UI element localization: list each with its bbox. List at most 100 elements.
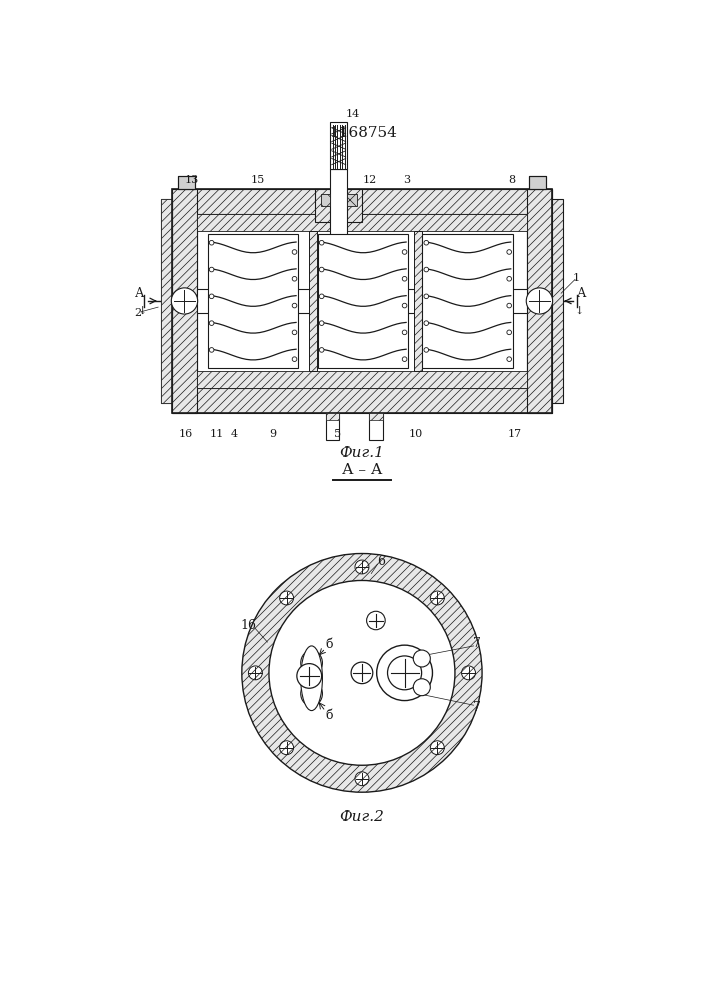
Text: 15: 15 [250,175,264,185]
Bar [347,194,356,206]
Ellipse shape [300,651,322,675]
Bar [309,231,317,371]
Circle shape [269,580,455,765]
Circle shape [297,664,322,688]
Text: 3: 3 [403,175,411,185]
Circle shape [431,591,444,605]
Circle shape [507,357,512,361]
Circle shape [414,650,431,667]
Circle shape [320,267,324,272]
Circle shape [320,240,324,245]
Bar [197,214,527,388]
Text: 7: 7 [473,637,481,650]
Bar [172,189,552,214]
Bar [414,231,421,371]
Bar [178,176,195,189]
Bar [325,413,339,420]
Circle shape [424,348,428,352]
Text: Фиг.2: Фиг.2 [339,810,385,824]
Circle shape [209,348,214,352]
Text: А – А: А – А [341,463,382,477]
Circle shape [367,611,385,630]
Bar [325,413,339,440]
Circle shape [320,321,324,325]
Circle shape [242,554,482,792]
Circle shape [209,294,214,299]
Bar [172,189,552,413]
Text: б: б [326,638,333,651]
Circle shape [431,741,444,755]
Circle shape [507,250,512,254]
Ellipse shape [300,646,322,711]
Circle shape [507,303,512,308]
Circle shape [292,303,297,308]
Bar [197,214,527,231]
Text: 4: 4 [230,429,238,439]
Circle shape [320,294,324,299]
Text: Фиг.1: Фиг.1 [339,446,385,460]
Circle shape [414,679,431,696]
Bar [330,122,347,169]
Bar [161,199,172,403]
Circle shape [507,276,512,281]
Bar [197,371,527,388]
Text: 11: 11 [210,429,224,439]
Circle shape [526,288,553,314]
Text: 1: 1 [573,273,580,283]
Bar [172,189,197,413]
Bar [197,289,527,312]
Circle shape [402,276,407,281]
Circle shape [402,250,407,254]
Bar [300,663,322,694]
Text: 8: 8 [508,175,515,185]
Circle shape [209,240,214,245]
Circle shape [402,303,407,308]
Text: ↓: ↓ [137,307,146,317]
Text: А: А [578,287,587,300]
Circle shape [402,330,407,335]
Text: 2: 2 [134,308,141,318]
Text: А: А [135,287,144,300]
Circle shape [355,772,369,786]
Bar [330,169,347,301]
Circle shape [292,276,297,281]
Text: 16: 16 [179,429,193,439]
Circle shape [424,321,428,325]
Bar [369,413,383,440]
Circle shape [424,240,428,245]
Circle shape [387,656,421,690]
Text: 6: 6 [378,555,385,568]
Text: 7: 7 [473,701,481,714]
Text: 1168754: 1168754 [329,126,397,140]
Ellipse shape [300,681,322,706]
Circle shape [351,662,373,684]
Circle shape [507,330,512,335]
Text: 5: 5 [334,429,341,439]
Circle shape [209,321,214,325]
Bar [529,176,546,189]
Circle shape [424,294,428,299]
Bar [422,234,513,368]
Bar [161,199,172,403]
Text: 13: 13 [185,175,199,185]
Bar [527,189,552,413]
Text: 14: 14 [346,109,360,119]
Bar [369,413,383,420]
Circle shape [462,666,476,680]
Text: 16: 16 [241,619,257,632]
Text: 12: 12 [363,175,377,185]
Circle shape [292,330,297,335]
Circle shape [355,560,369,574]
Circle shape [292,357,297,361]
Circle shape [280,591,293,605]
Circle shape [402,357,407,361]
Text: б: б [326,709,333,722]
Circle shape [424,267,428,272]
Bar [208,234,298,368]
Bar [178,176,195,189]
Bar [172,388,552,413]
Bar [321,194,330,206]
Circle shape [248,666,262,680]
Text: 17: 17 [508,429,522,439]
Bar [315,189,362,222]
